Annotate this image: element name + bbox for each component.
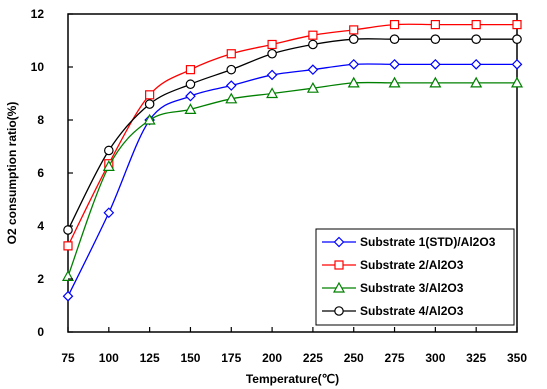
x-tick-label: 125 <box>140 351 160 365</box>
data-point <box>389 59 400 70</box>
data-point <box>512 20 522 30</box>
y-tick-label: 8 <box>37 113 44 127</box>
data-point <box>430 59 441 70</box>
y-tick-label: 12 <box>31 7 45 21</box>
data-point <box>103 207 115 219</box>
data-point <box>61 270 75 281</box>
data-point <box>185 79 196 90</box>
data-point <box>62 290 74 302</box>
legend-marker <box>334 260 344 270</box>
y-axis-ticks: 0 2 4 6 8 10 12 <box>31 7 73 339</box>
data-point <box>63 225 73 235</box>
data-point <box>470 76 483 88</box>
data-point <box>429 76 442 88</box>
series-1 <box>62 59 523 302</box>
data-point <box>267 39 277 50</box>
series-4 <box>63 34 522 235</box>
data-point <box>308 39 318 50</box>
x-axis-title: Temperature(℃) <box>246 372 339 386</box>
data-point <box>225 80 237 91</box>
y-tick-label: 2 <box>37 272 44 286</box>
x-axis-ticks: 75 100 125 150 175 200 225 250 275 300 325 350 <box>61 327 527 365</box>
legend-item: Substrate 3/Al2O3 <box>322 281 464 295</box>
data-point <box>471 34 481 44</box>
legend-label: Substrate 1(STD)/Al2O3 <box>360 235 496 249</box>
data-point <box>430 34 441 44</box>
data-point <box>226 64 237 75</box>
legend-item: Substrate 4/Al2O3 <box>322 304 464 318</box>
x-tick-label: 75 <box>61 351 75 365</box>
data-point <box>388 76 401 88</box>
x-tick-label: 250 <box>344 351 364 365</box>
data-point <box>104 145 114 156</box>
data-point <box>471 20 481 30</box>
x-tick-label: 325 <box>466 351 486 365</box>
y-tick-label: 0 <box>37 325 44 339</box>
data-point <box>102 160 115 171</box>
series-2 <box>63 20 522 251</box>
legend-marker <box>332 281 346 293</box>
data-point <box>307 64 319 75</box>
data-point <box>225 92 238 104</box>
series-line <box>67 23 517 247</box>
legend-marker <box>334 306 344 316</box>
data-point <box>511 59 523 70</box>
data-point <box>470 59 482 70</box>
data-point <box>185 65 196 75</box>
data-point <box>144 99 155 109</box>
data-point <box>226 49 236 59</box>
x-tick-label: 200 <box>262 351 282 365</box>
legend: Substrate 1(STD)/Al2O3 Substrate 2/Al2O3 S… <box>315 228 515 326</box>
data-point <box>63 241 73 251</box>
y-axis-title: O2 consumption ratio(%) <box>5 102 19 245</box>
data-point <box>185 90 196 102</box>
x-tick-label: 350 <box>507 351 527 365</box>
y-tick-label: 10 <box>31 60 45 74</box>
legend-box <box>315 228 515 326</box>
data-point <box>348 34 359 44</box>
x-tick-label: 300 <box>425 351 445 365</box>
x-tick-label: 150 <box>180 351 200 365</box>
x-tick-label: 100 <box>99 351 119 365</box>
data-point <box>510 76 524 88</box>
legend-marker <box>333 236 345 248</box>
data-point <box>389 20 400 30</box>
data-point <box>512 34 522 44</box>
legend-item: Substrate 2/Al2O3 <box>322 258 464 272</box>
series-3 <box>61 76 524 281</box>
data-point <box>266 87 279 99</box>
legend-label: Substrate 4/Al2O3 <box>360 304 464 318</box>
y-tick-label: 4 <box>37 219 44 233</box>
data-point <box>184 103 197 115</box>
data-point <box>349 25 359 35</box>
data-point <box>266 69 278 81</box>
x-tick-label: 175 <box>221 351 241 365</box>
legend-label: Substrate 3/Al2O3 <box>360 281 464 295</box>
legend-label: Substrate 2/Al2O3 <box>360 258 464 272</box>
data-point <box>306 81 319 93</box>
data-point <box>348 59 360 70</box>
series-line <box>67 38 517 231</box>
x-tick-label: 225 <box>303 351 323 365</box>
data-point <box>145 90 155 100</box>
legend-item: Substrate 1(STD)/Al2O3 <box>322 235 496 249</box>
x-tick-label: 275 <box>385 351 405 365</box>
data-point <box>347 76 360 88</box>
data-point <box>143 113 156 125</box>
data-point <box>267 48 277 59</box>
data-point <box>389 34 400 44</box>
data-point <box>308 30 318 40</box>
data-point <box>430 20 440 30</box>
y-tick-label: 6 <box>37 166 44 180</box>
series-layer <box>61 20 524 302</box>
